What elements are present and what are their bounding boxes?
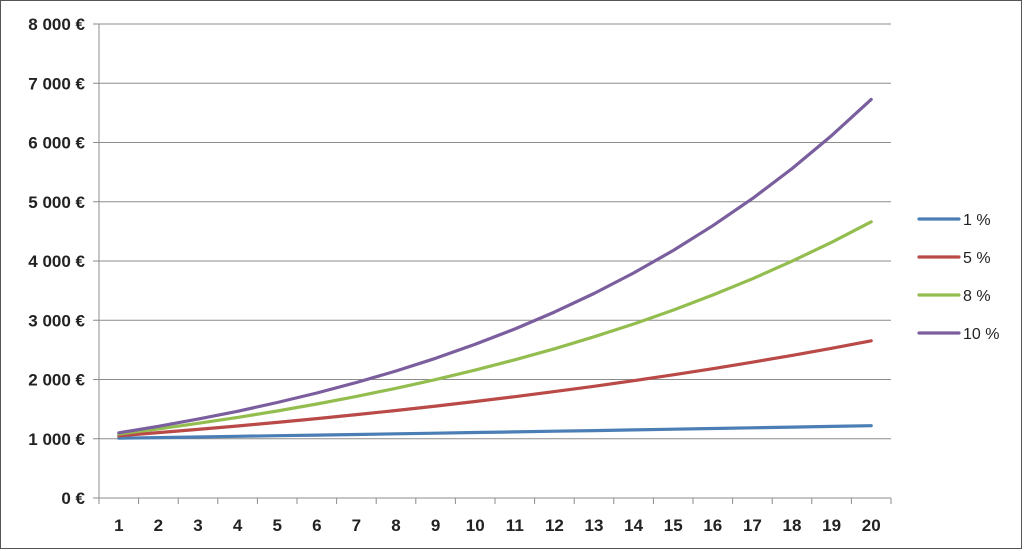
- legend: 1 % 5 % 8 % 10 %: [917, 212, 999, 343]
- series-layer: [117, 97, 873, 440]
- y-tick-label: 2 000 €: [28, 371, 85, 390]
- x-tick-label: 20: [862, 516, 881, 535]
- x-tick-label: 11: [506, 516, 524, 535]
- y-tick-label: 4 000 €: [28, 252, 85, 271]
- x-tick-label: 16: [703, 516, 722, 535]
- legend-label: 1 %: [963, 212, 991, 229]
- x-tick-label: 4: [233, 516, 243, 535]
- legend-label: 8 %: [963, 288, 991, 305]
- y-tick-label: 8 000 €: [28, 15, 85, 34]
- x-tick-label: 5: [272, 516, 281, 535]
- x-tick-label: 1: [114, 516, 123, 535]
- x-tick-label: 8: [391, 516, 400, 535]
- y-tick-label: 3 000 €: [28, 311, 85, 330]
- series-line-3: [117, 220, 873, 436]
- x-tick-label: 2: [154, 516, 163, 535]
- x-tick-label: 10: [466, 516, 485, 535]
- x-tick-label: 18: [783, 516, 802, 535]
- y-tick-label: 5 000 €: [28, 193, 85, 212]
- legend-label: 5 %: [963, 250, 991, 267]
- y-tick-label: 0 €: [61, 489, 85, 508]
- x-tick-label: 9: [431, 516, 440, 535]
- x-tick-label: 12: [545, 516, 564, 535]
- y-tick-label: 7 000 €: [28, 74, 85, 93]
- x-tick-label: 3: [193, 516, 202, 535]
- x-tick-label: 17: [743, 516, 762, 535]
- x-tick-label: 14: [624, 516, 643, 535]
- x-tick-label: 6: [312, 516, 321, 535]
- series-line-4: [117, 97, 873, 435]
- x-tick-label: 7: [352, 516, 361, 535]
- x-tick-label: 15: [664, 516, 683, 535]
- y-tick-label: 6 000 €: [28, 134, 85, 153]
- y-tick-label: 1 000 €: [28, 430, 85, 449]
- series-line-1: [117, 424, 873, 440]
- x-tick-label: 19: [822, 516, 841, 535]
- series-line-2: [117, 339, 873, 438]
- axis-layer: 0 € 1 000 € 2 000 € 3 000 € 4 000 € 5 000 € 6 …: [28, 15, 892, 535]
- x-tick-label: 13: [585, 516, 604, 535]
- grid-layer: [99, 23, 891, 440]
- legend-label: 10 %: [963, 326, 999, 343]
